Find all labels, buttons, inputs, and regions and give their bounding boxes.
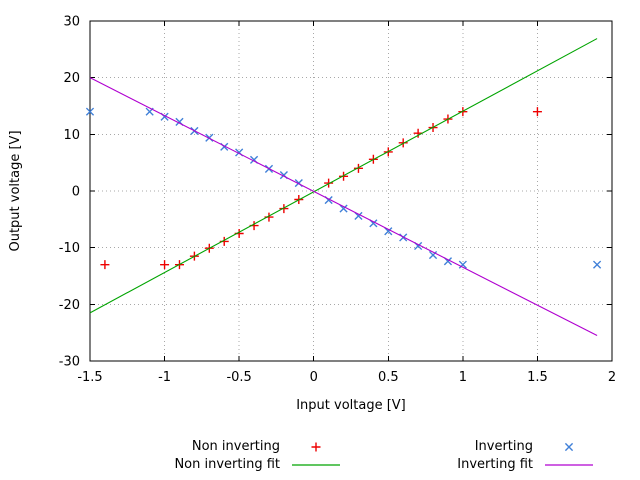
y-tick-label: 20 [63,71,80,86]
cross-marker-icon [541,439,597,453]
x-tick-label: -0.5 [226,370,251,385]
data-point-marker-cross [592,260,602,269]
data-point-marker-cross [384,227,393,236]
y-tick-label: -20 [59,298,80,313]
data-point-marker-cross [339,204,348,213]
x-tick-label: 0 [310,370,318,385]
line-sample-icon [288,457,344,471]
legend-sample-glyph [564,442,574,452]
legend-column-right: Inverting Inverting fit [393,437,597,473]
data-point-marker-cross [428,250,438,260]
legend-label-inverting-fit: Inverting fit [457,456,533,472]
line-sample-icon [541,457,597,471]
legend-item-non-inverting: Non inverting [140,437,344,455]
legend-sample-glyph [292,464,340,466]
fit-line [89,77,598,336]
data-point-marker-plus [353,163,363,173]
y-tick-label: 30 [63,15,80,30]
data-point-marker-plus [324,178,334,188]
plus-marker-icon [288,439,344,453]
x-tick-label: 1.5 [527,370,548,385]
y-tick-label: 10 [63,128,80,143]
y-tick-label: 0 [72,185,80,200]
plus-marker [311,442,321,452]
data-point-marker-plus [532,107,542,117]
cross-marker [564,442,574,452]
x-tick-label: -1 [158,370,171,385]
data-point-marker-cross [458,260,467,269]
legend-sample-glyph [311,442,321,452]
legend-sample-glyph [545,464,593,466]
legend-item-non-inverting-fit: Non inverting fit [140,455,344,473]
legend-label-non-inverting-fit: Non inverting fit [174,456,280,472]
legend-label-non-inverting: Non inverting [191,438,280,454]
x-tick-label: -1.5 [77,370,102,385]
y-axis-title: Output voltage [V] [8,130,23,252]
fit-line [89,38,598,314]
y-tick-label: -10 [59,241,80,256]
x-tick-label: 1 [459,370,467,385]
data-point-marker-plus [100,260,110,270]
legend-item-inverting-fit: Inverting fit [393,455,597,473]
data-point-marker-cross [85,107,95,116]
y-tick-label: -30 [59,355,80,370]
x-tick-label: 0.5 [378,370,399,385]
x-axis-title: Input voltage [V] [296,398,406,413]
legend-column-left: Non inverting Non inverting fit [140,437,344,473]
legend-label-inverting: Inverting [474,438,533,454]
data-point-marker-plus [160,260,170,270]
x-tick-label: 2 [608,370,616,385]
legend-item-inverting: Inverting [393,437,597,455]
